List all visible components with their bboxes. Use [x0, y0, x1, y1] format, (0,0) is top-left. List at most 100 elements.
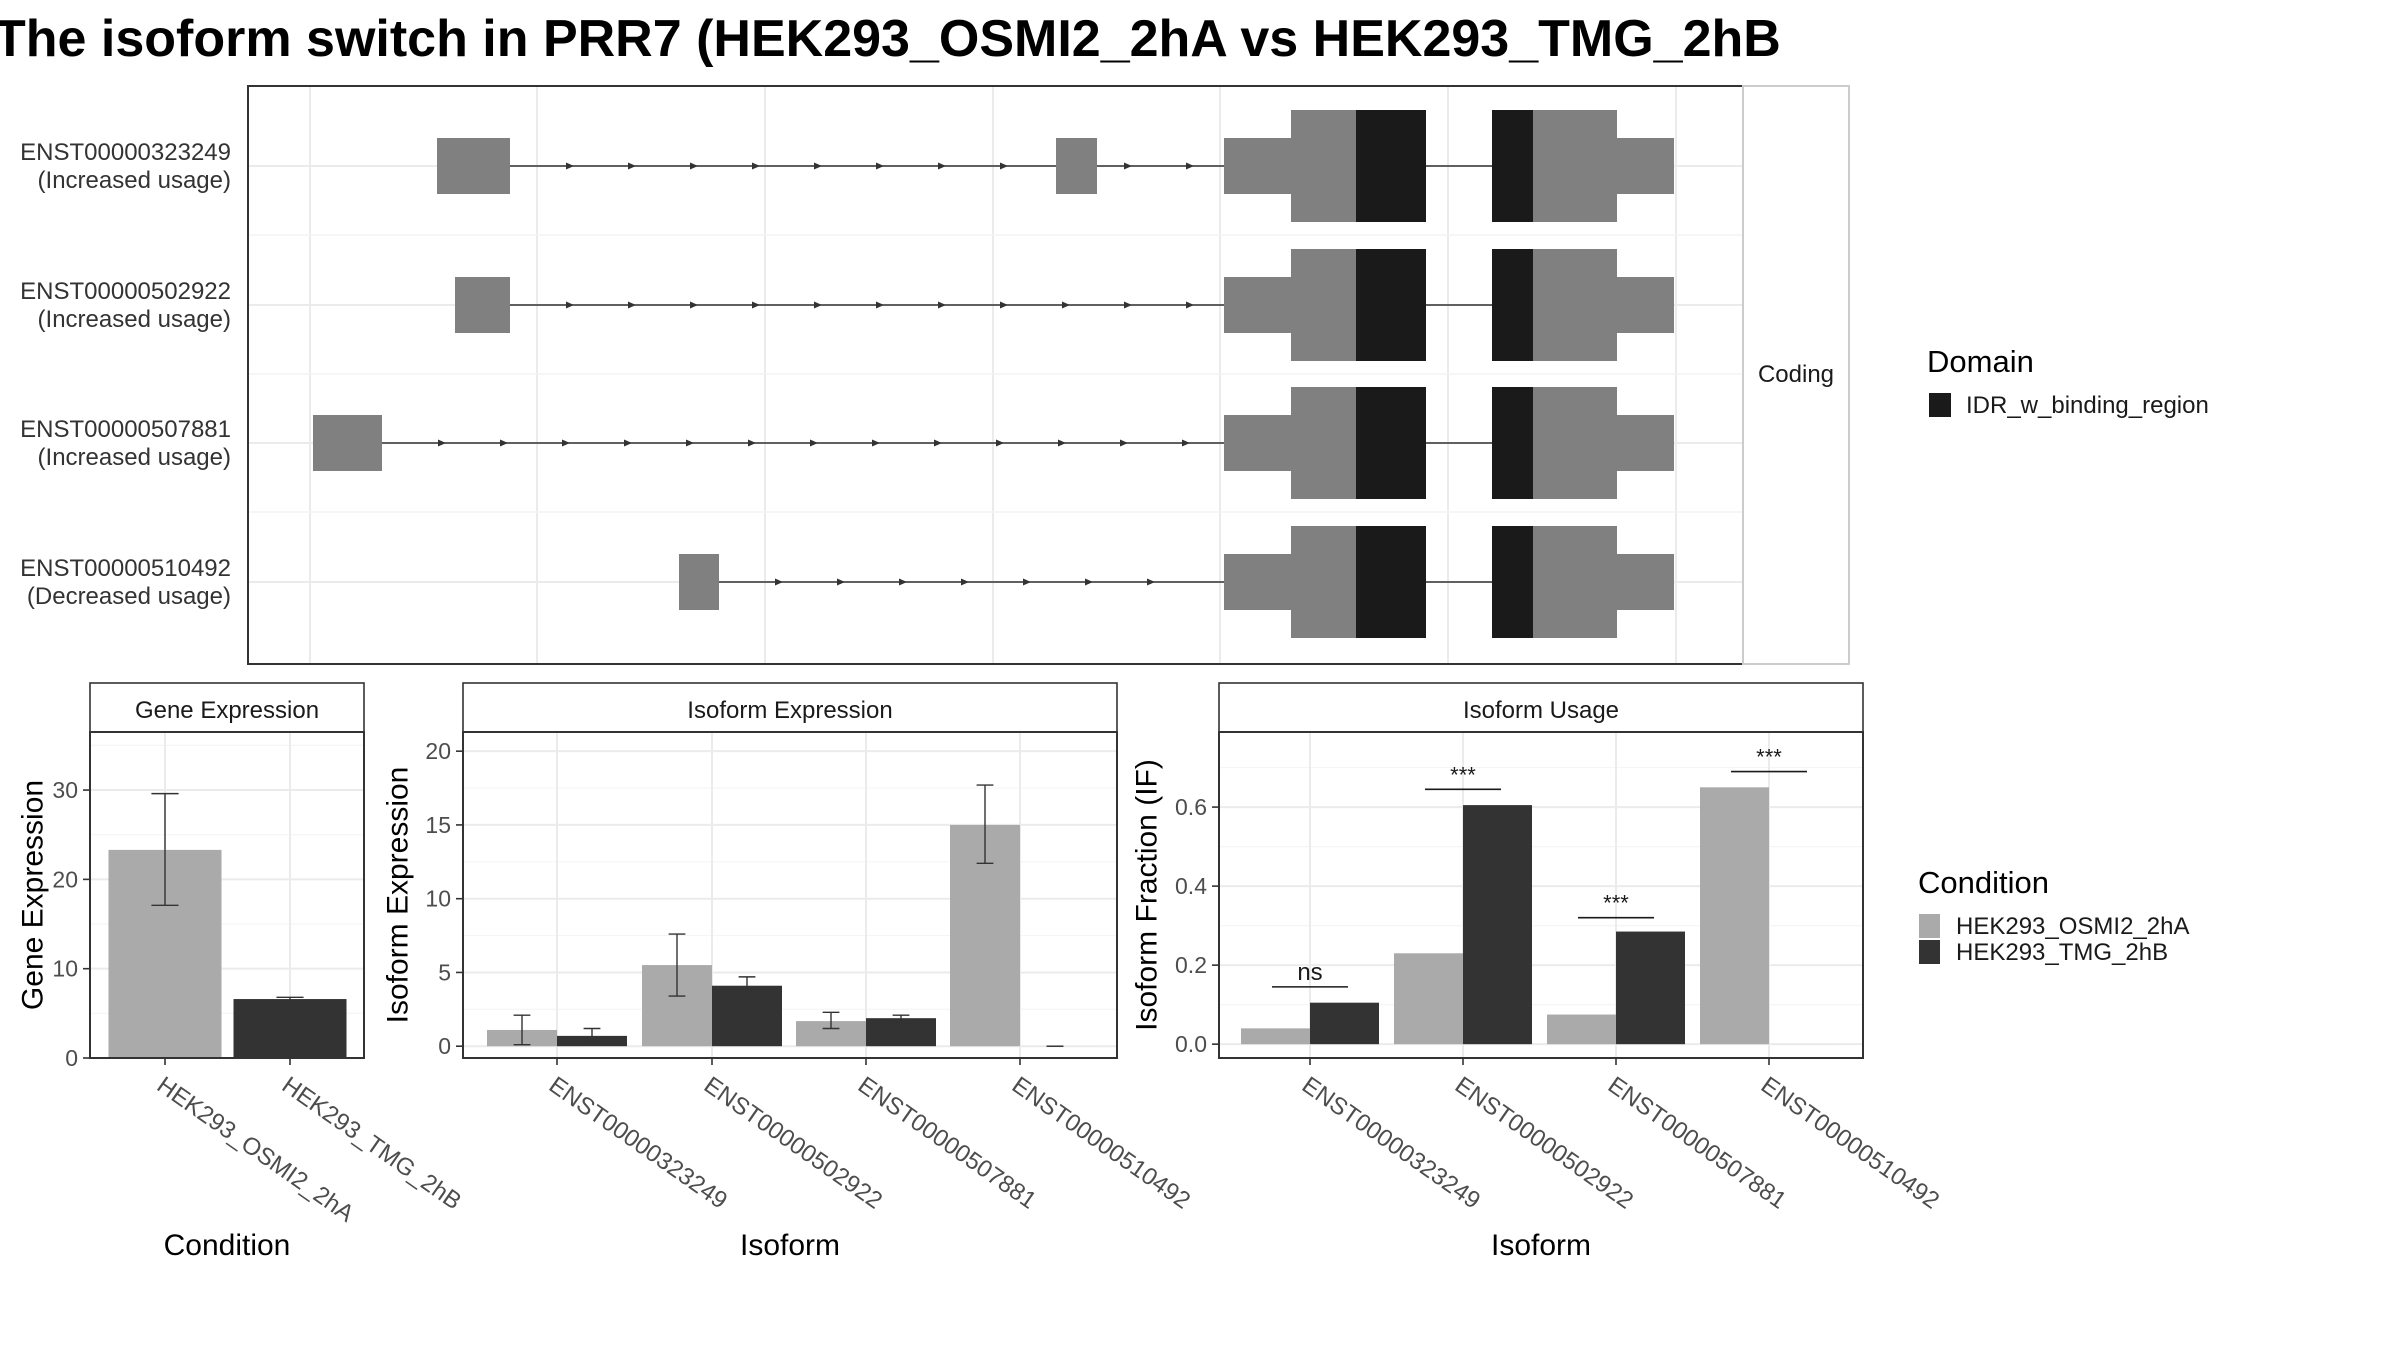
y-tick-label: 10: [52, 956, 78, 982]
isoform-label: ENST00000502922: [20, 278, 231, 305]
intron-arrow: [1186, 301, 1194, 309]
significance-label: ***: [1450, 762, 1476, 787]
isoform-usage-label: (Increased usage): [38, 444, 231, 471]
intron-arrow: [628, 162, 636, 170]
intron-arrow: [938, 162, 946, 170]
condition-legend-item-b: HEK293_TMG_2hB: [1956, 939, 2168, 966]
x-axis-title: Isoform: [1491, 1229, 1591, 1262]
intron-arrow: [775, 578, 783, 586]
figure-title: The isoform switch in PRR7 (HEK293_OSMI2…: [0, 10, 1781, 68]
coding-exon: [1291, 387, 1357, 499]
coding-exon: [1533, 387, 1617, 499]
utr-exon: [1616, 138, 1674, 194]
panel-border: [89, 731, 365, 1059]
utr-exon: [1616, 277, 1674, 333]
intron-arrow: [1000, 301, 1008, 309]
utr-exon: [437, 138, 510, 194]
intron-arrow: [837, 578, 845, 586]
intron-arrow: [1182, 439, 1190, 447]
domain-region: [1356, 249, 1426, 361]
y-axis-title: Isoform Fraction (IF): [1131, 759, 1164, 1031]
isoform-label: ENST00000510492: [20, 555, 231, 582]
intron-arrow: [686, 439, 694, 447]
intron-arrow: [566, 162, 574, 170]
intron-arrow: [1124, 301, 1132, 309]
intron-arrow: [1023, 578, 1031, 586]
intron-arrow: [872, 439, 880, 447]
intron-arrow: [1058, 439, 1066, 447]
y-tick-label: 20: [425, 738, 451, 764]
domain-legend-item: IDR_w_binding_region: [1966, 392, 2209, 419]
y-tick-label: 0.4: [1175, 873, 1207, 899]
domain-region: [1492, 249, 1534, 361]
intron-arrow: [566, 301, 574, 309]
utr-exon: [1224, 415, 1292, 471]
intron-arrow: [1085, 578, 1093, 586]
coding-exon: [1533, 110, 1617, 222]
coding-exon: [1533, 526, 1617, 638]
coding-exon: [1291, 249, 1357, 361]
utr-exon: [455, 277, 510, 333]
domain-region: [1492, 526, 1534, 638]
intron-arrow: [1124, 162, 1132, 170]
y-axis-title: Isoform Expression: [382, 767, 415, 1024]
bar: [1241, 1028, 1310, 1045]
intron-arrow: [1000, 162, 1008, 170]
panel-border: [462, 731, 1118, 1059]
intron-arrow: [624, 439, 632, 447]
intron-arrow: [752, 162, 760, 170]
panel-border: [1218, 731, 1864, 1059]
intron-arrow: [500, 439, 508, 447]
coding-exon: [1533, 249, 1617, 361]
significance-label: ns: [1297, 959, 1322, 986]
significance-label: ***: [1756, 745, 1782, 770]
intron-arrow: [1186, 162, 1194, 170]
bar: [233, 999, 347, 1058]
intron-arrow: [690, 162, 698, 170]
intron-arrow: [748, 439, 756, 447]
domain-region: [1356, 526, 1426, 638]
bar: [1547, 1014, 1616, 1045]
utr-exon: [1056, 138, 1097, 194]
structure-facet-label: Coding: [1758, 361, 1834, 388]
x-axis-title: Condition: [164, 1229, 291, 1262]
domain-region: [1492, 110, 1534, 222]
utr-exon: [1224, 138, 1292, 194]
condition-legend: Condition HEK293_OSMI2_2hA HEK293_TMG_2h…: [1918, 865, 2189, 966]
y-tick-label: 0.2: [1175, 952, 1207, 978]
intron-arrow: [934, 439, 942, 447]
y-tick-label: 20: [52, 866, 78, 892]
intron-arrow: [814, 301, 822, 309]
domain-region: [1356, 387, 1426, 499]
isoform-label: ENST00000323249: [20, 139, 231, 166]
facet-title: Isoform Usage: [1463, 697, 1619, 724]
condition-legend-item-a: HEK293_OSMI2_2hA: [1956, 913, 2189, 940]
y-tick-label: 0.0: [1175, 1031, 1207, 1057]
utr-exon: [1616, 415, 1674, 471]
utr-exon: [1616, 554, 1674, 610]
utr-exon: [1224, 277, 1292, 333]
y-tick-label: 0.6: [1175, 794, 1207, 820]
intron-arrow: [438, 439, 446, 447]
intron-arrow: [814, 162, 822, 170]
utr-exon: [1224, 554, 1292, 610]
isoform-usage-label: (Increased usage): [38, 167, 231, 194]
isoform-expression-panel: Isoform Expression05101520ENST0000032324…: [382, 682, 1195, 1262]
facet-title: Isoform Expression: [687, 697, 892, 724]
intron-arrow: [1062, 301, 1070, 309]
structure-panel: Coding ENST00000323249(Increased usage)E…: [20, 85, 1850, 665]
utr-exon: [313, 415, 382, 471]
condition-legend-key-b: [1919, 940, 1940, 964]
bar: [1463, 805, 1532, 1045]
y-tick-label: 10: [425, 886, 451, 912]
intron-arrow: [996, 439, 1004, 447]
y-tick-label: 15: [425, 812, 451, 838]
isoform-usage-label: (Increased usage): [38, 306, 231, 333]
domain-legend: Domain IDR_w_binding_region: [1927, 344, 2209, 419]
isoform-usage-label: (Decreased usage): [27, 583, 231, 610]
intron-arrow: [938, 301, 946, 309]
y-axis-title: Gene Expression: [17, 780, 50, 1010]
significance-label: ***: [1603, 891, 1629, 916]
intron-arrow: [690, 301, 698, 309]
